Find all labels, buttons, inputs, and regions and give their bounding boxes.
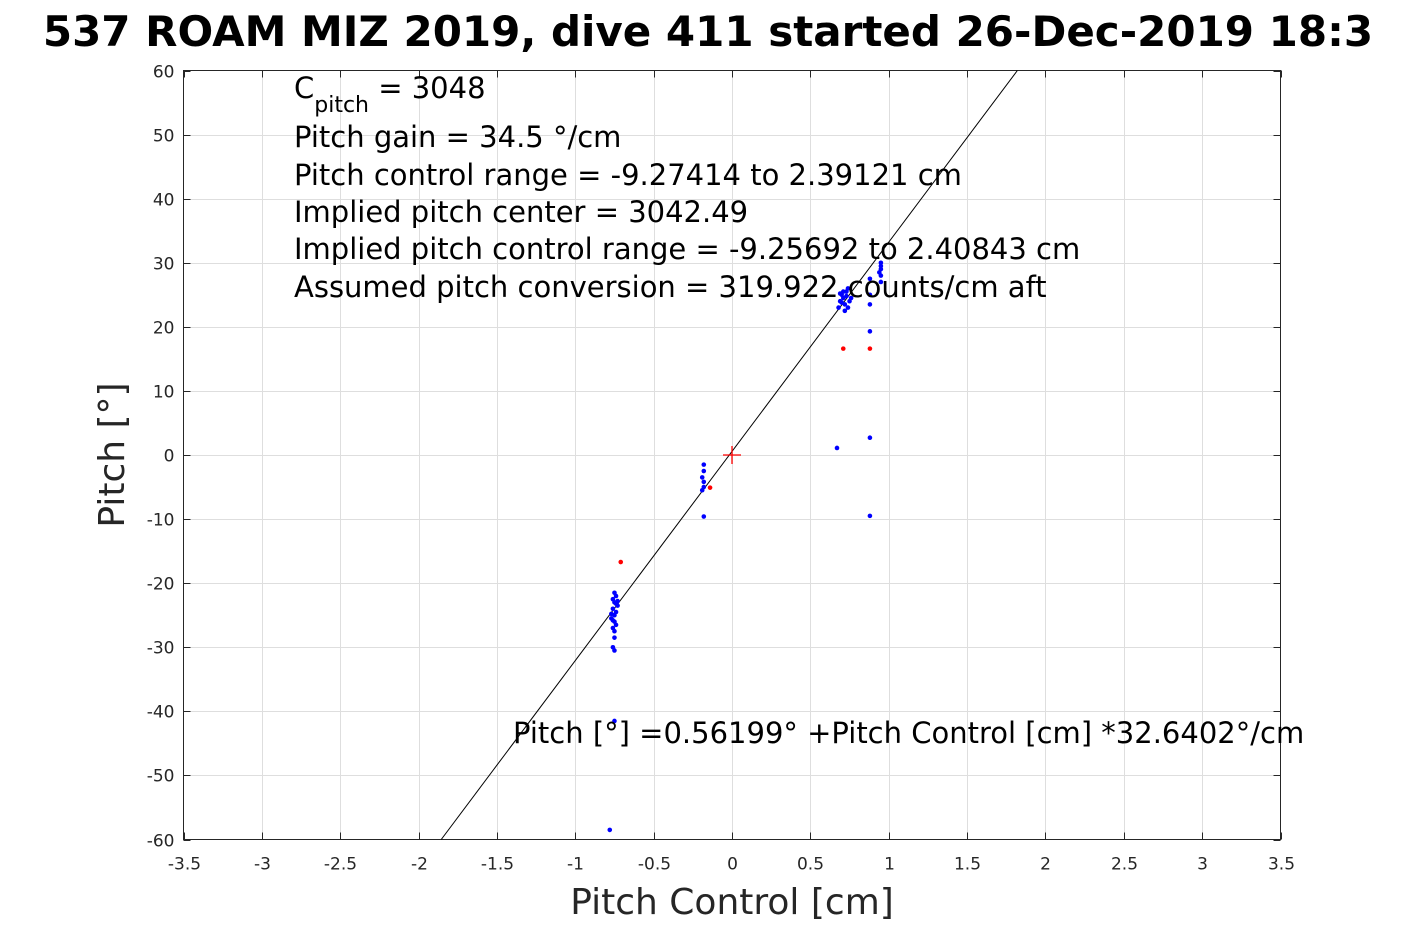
x-tick-label: 3: [1197, 855, 1208, 875]
annotation-pitch-gain: Pitch gain = 34.5 °/cm: [294, 120, 621, 154]
x-tick-label: 2.5: [1111, 855, 1138, 875]
data-point: [867, 302, 873, 307]
data-point: [878, 263, 884, 269]
y-tick-label: -30: [147, 639, 175, 659]
data-point: [612, 635, 617, 640]
data-points: [607, 260, 884, 833]
grid: [183, 70, 1281, 840]
data-point: [867, 435, 873, 440]
x-tick-label: 2: [1040, 855, 1051, 875]
x-tick-label: -3.5: [168, 855, 201, 875]
x-tick-label: -2: [411, 855, 428, 875]
data-point: [844, 293, 849, 299]
data-point: [836, 305, 841, 310]
annotation-cpitch: Cpitch = 3048: [294, 71, 486, 118]
y-tick-label: 50: [153, 127, 175, 147]
y-tick-label: -60: [147, 832, 175, 852]
x-tick-label: -3: [254, 855, 271, 875]
y-tick-label: -40: [147, 703, 175, 723]
data-point: [701, 462, 707, 467]
y-tick-label: 20: [153, 319, 175, 339]
data-point: [845, 286, 851, 291]
annotation-pitch-conversion: Assumed pitch conversion = 319.922 count…: [294, 270, 1047, 304]
data-point: [612, 648, 617, 653]
x-tick-label: 0: [727, 855, 738, 875]
data-point: [610, 618, 616, 623]
data-point: [867, 276, 873, 282]
chart-title: 537 ROAM MIZ 2019, dive 411 started 26-D…: [43, 7, 1373, 56]
data-point: [609, 611, 614, 617]
data-point: [612, 718, 617, 724]
y-axis-label: Pitch [°]: [92, 382, 133, 527]
x-tick-label: 3.5: [1268, 855, 1295, 875]
y-tick-label: 60: [153, 63, 175, 83]
x-tick-label: -2.5: [324, 855, 357, 875]
data-point: [707, 485, 713, 490]
y-tick-label: 40: [153, 191, 175, 211]
data-point: [699, 475, 705, 480]
y-tick-label: -50: [147, 767, 175, 787]
y-tick-label: 10: [153, 383, 175, 403]
y-tick-label: 0: [164, 447, 175, 467]
y-tick-label: -10: [147, 511, 175, 531]
annotation-implied-pitch-center: Implied pitch center = 3042.49: [294, 195, 748, 229]
data-point: [877, 270, 882, 275]
data-point: [607, 827, 613, 833]
y-axis-ticks: -60 -50 -40 -30 -20 -10 0 10 20 30 40 50 60: [147, 63, 1281, 852]
data-point: [867, 329, 873, 334]
data-point: [840, 346, 846, 351]
data-point: [613, 601, 619, 606]
data-point: [867, 292, 873, 298]
data-point: [878, 260, 884, 266]
x-tick-label: 1.5: [954, 855, 981, 875]
data-point: [701, 468, 707, 474]
data-point: [699, 487, 705, 493]
data-point: [837, 291, 843, 296]
x-axis-ticks: -3.5 -3 -2.5 -2 -1.5 -1 -0.5 0 0.5 1 1.5 2 2.5 3 3.5: [168, 70, 1295, 875]
x-axis-label: Pitch Control [cm]: [570, 882, 894, 923]
data-point: [848, 295, 854, 301]
data-point: [867, 346, 873, 351]
data-point: [842, 308, 848, 314]
data-point: [834, 445, 840, 451]
data-point: [878, 279, 884, 285]
x-tick-label: -0.5: [638, 855, 671, 875]
data-point: [845, 305, 851, 310]
x-tick-label: 1: [884, 855, 895, 875]
y-tick-label: -20: [147, 575, 175, 595]
center-marker: [723, 446, 741, 464]
annotation-implied-control-range: Implied pitch control range = -9.25692 t…: [294, 232, 1080, 266]
x-tick-label: -1: [567, 855, 584, 875]
data-point: [613, 593, 619, 599]
data-point: [701, 514, 707, 519]
fit-equation: Pitch [°] =0.56199° +Pitch Control [cm] …: [513, 716, 1304, 750]
y-tick-label: 30: [153, 255, 175, 275]
data-point: [612, 628, 617, 634]
x-tick-label: 0.5: [797, 855, 824, 875]
annotation-pitch-control-range: Pitch control range = -9.27414 to 2.3912…: [294, 158, 962, 192]
data-point: [613, 622, 619, 628]
data-point: [610, 606, 616, 612]
data-point: [701, 479, 707, 485]
data-point: [839, 300, 844, 305]
x-tick-label: -1.5: [481, 855, 514, 875]
data-point: [867, 513, 873, 519]
data-point: [618, 559, 624, 565]
